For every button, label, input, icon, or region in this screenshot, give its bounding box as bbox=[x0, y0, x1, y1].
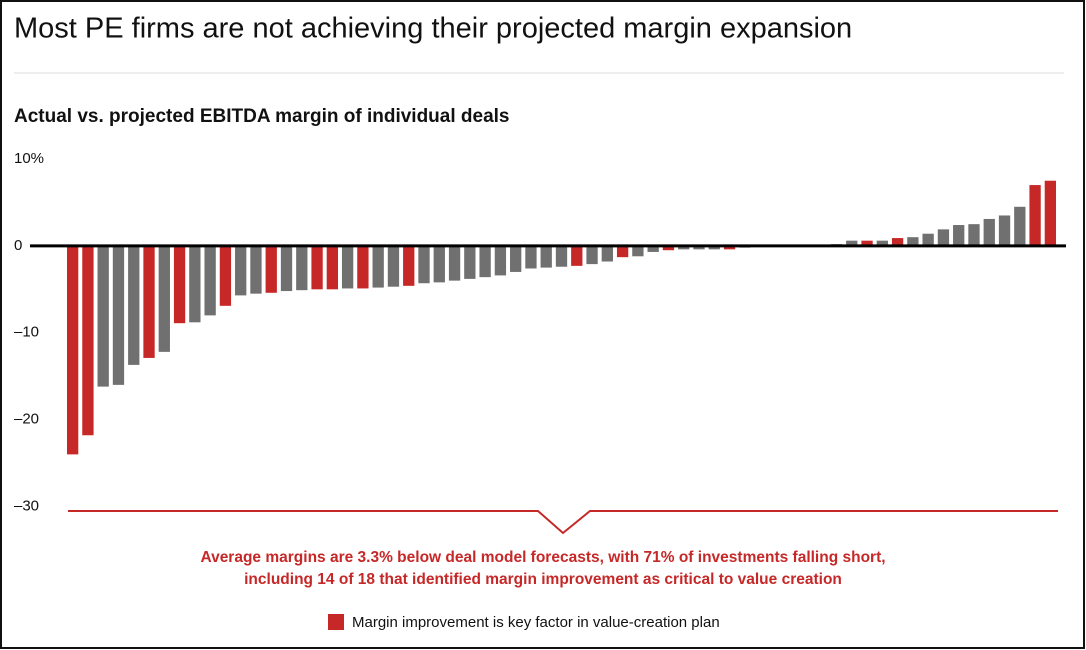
bar bbox=[953, 225, 965, 246]
bar bbox=[555, 245, 568, 267]
bar bbox=[1029, 185, 1041, 246]
bar bbox=[311, 245, 323, 290]
bar bbox=[189, 245, 201, 323]
bar bbox=[601, 245, 613, 262]
legend-label: Margin improvement is key factor in valu… bbox=[352, 614, 720, 631]
bar bbox=[464, 245, 476, 279]
bar bbox=[235, 245, 247, 296]
bar bbox=[571, 245, 583, 266]
bar bbox=[723, 245, 736, 250]
bar bbox=[678, 245, 690, 250]
bar bbox=[525, 245, 537, 269]
bar bbox=[204, 245, 216, 316]
bar bbox=[937, 229, 950, 246]
annotation: Average margins are 3.3% below deal mode… bbox=[200, 549, 885, 566]
annotation: including 14 of 18 that identified margi… bbox=[244, 571, 842, 588]
bar bbox=[647, 245, 659, 252]
bar bbox=[403, 245, 415, 286]
bar bbox=[693, 245, 705, 250]
bar bbox=[1044, 180, 1057, 246]
bar bbox=[540, 245, 552, 268]
bar bbox=[357, 245, 369, 289]
bar bbox=[632, 245, 644, 257]
bar bbox=[219, 245, 232, 306]
bar bbox=[1014, 206, 1026, 246]
y-tick-label: –20 bbox=[14, 411, 39, 428]
bar bbox=[616, 245, 629, 258]
bar bbox=[158, 245, 170, 352]
bracket bbox=[68, 510, 1058, 535]
bar bbox=[494, 245, 507, 276]
bar bbox=[891, 238, 904, 246]
bar bbox=[143, 245, 155, 358]
bar bbox=[998, 215, 1011, 246]
bar bbox=[250, 245, 262, 294]
bar bbox=[846, 240, 858, 246]
bar bbox=[265, 245, 277, 293]
bar bbox=[280, 245, 293, 292]
bar bbox=[448, 245, 461, 281]
bar bbox=[708, 245, 720, 250]
bar bbox=[296, 245, 308, 291]
bar bbox=[66, 245, 79, 455]
bar bbox=[861, 240, 873, 246]
y-tick-label: –30 bbox=[14, 497, 39, 514]
bar bbox=[173, 245, 186, 324]
y-tick-label: –10 bbox=[14, 324, 39, 341]
bar bbox=[662, 245, 675, 251]
bar bbox=[983, 218, 995, 246]
bar bbox=[128, 245, 140, 365]
chart-subtitle: Actual vs. projected EBITDA margin of in… bbox=[14, 106, 510, 127]
bar bbox=[968, 224, 980, 246]
bar bbox=[876, 240, 888, 246]
bar bbox=[418, 245, 430, 284]
bar bbox=[326, 245, 338, 290]
y-tick-label: 0 bbox=[14, 237, 22, 254]
bar bbox=[372, 245, 384, 288]
legend-swatch bbox=[328, 614, 344, 630]
bar bbox=[907, 237, 919, 246]
bar bbox=[82, 245, 94, 436]
bar bbox=[112, 245, 125, 385]
bar bbox=[586, 245, 598, 265]
chart-title: Most PE firms are not achieving their pr… bbox=[14, 13, 852, 45]
bar bbox=[510, 245, 522, 272]
bar bbox=[341, 245, 354, 289]
bar bbox=[922, 233, 934, 246]
bar bbox=[97, 245, 109, 387]
bar bbox=[387, 245, 400, 287]
bar bbox=[433, 245, 445, 283]
y-tick-label: 10% bbox=[14, 150, 44, 167]
bar bbox=[479, 245, 491, 278]
